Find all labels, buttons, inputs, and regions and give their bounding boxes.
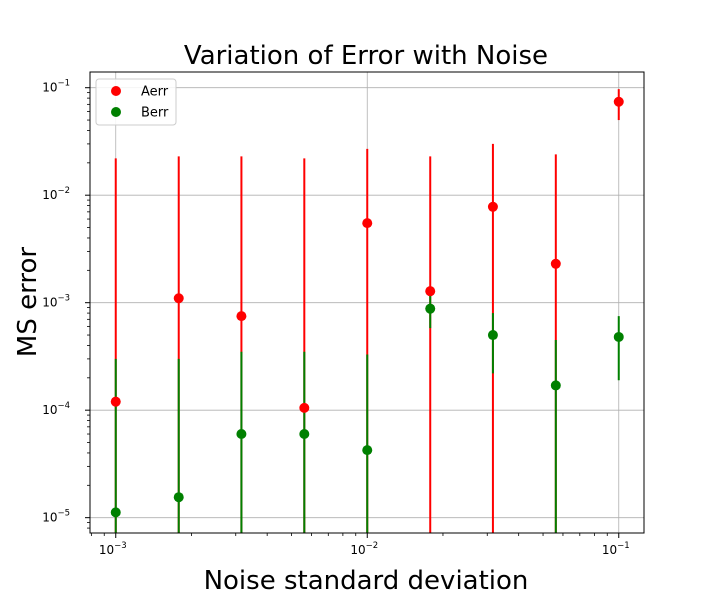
aerr-point bbox=[613, 96, 624, 107]
berr-point bbox=[110, 507, 121, 518]
aerr-point bbox=[425, 286, 436, 297]
y-tick-base: 10 bbox=[42, 403, 57, 417]
x-tick-label: 10−2 bbox=[350, 541, 378, 557]
aerr-point bbox=[362, 218, 373, 229]
aerr-point bbox=[550, 258, 561, 269]
x-tick-base: 10 bbox=[99, 543, 114, 557]
aerr-point bbox=[299, 402, 310, 413]
x-axis-label: Noise standard deviation bbox=[204, 566, 529, 596]
y-tick-base: 10 bbox=[42, 188, 57, 202]
berr-point bbox=[236, 429, 247, 440]
berr-point bbox=[362, 445, 373, 456]
x-tick-label: 10−3 bbox=[99, 541, 127, 557]
y-tick-label: 10−1 bbox=[42, 79, 70, 95]
aerr-point bbox=[236, 311, 247, 322]
legend-marker-berr bbox=[111, 107, 121, 117]
legend: Aerr Berr bbox=[95, 78, 177, 126]
y-tick-exponent: −2 bbox=[57, 186, 70, 196]
x-tick-label: 10−1 bbox=[602, 541, 630, 557]
aerr-point bbox=[110, 396, 121, 407]
y-tick-label: 10−2 bbox=[42, 186, 70, 202]
legend-label-aerr: Aerr bbox=[141, 85, 169, 100]
aerr-point bbox=[487, 201, 498, 212]
berr-point bbox=[299, 429, 310, 440]
y-tick-label: 10−4 bbox=[42, 401, 70, 417]
y-tick-base: 10 bbox=[42, 511, 57, 525]
x-tick-exponent: −1 bbox=[617, 541, 630, 551]
aerr-point bbox=[173, 293, 184, 304]
y-tick-label: 10−3 bbox=[42, 294, 70, 310]
axis-ticks: 10−3 10−2 10−110−510−410−310−210−1 bbox=[42, 79, 629, 557]
x-tick-base: 10 bbox=[350, 543, 365, 557]
y-tick-exponent: −4 bbox=[57, 401, 70, 411]
y-tick-label: 10−5 bbox=[42, 509, 70, 525]
x-tick-base: 10 bbox=[602, 543, 617, 557]
x-tick-exponent: −2 bbox=[366, 541, 379, 551]
berr-point bbox=[613, 331, 624, 342]
berr-point bbox=[173, 492, 184, 503]
y-axis-label: MS error bbox=[13, 247, 43, 357]
y-tick-exponent: −3 bbox=[57, 294, 70, 304]
data-points bbox=[110, 96, 624, 518]
legend-label-berr: Berr bbox=[141, 106, 169, 121]
y-tick-base: 10 bbox=[42, 296, 57, 310]
berr-point bbox=[550, 380, 561, 391]
y-tick-base: 10 bbox=[42, 81, 57, 95]
legend-marker-aerr bbox=[111, 86, 121, 96]
chart-title: Variation of Error with Noise bbox=[184, 41, 548, 71]
y-tick-exponent: −1 bbox=[57, 79, 70, 89]
berr-point bbox=[425, 303, 436, 314]
berr-point bbox=[487, 330, 498, 341]
y-tick-exponent: −5 bbox=[57, 509, 70, 519]
x-tick-exponent: −3 bbox=[114, 541, 127, 551]
